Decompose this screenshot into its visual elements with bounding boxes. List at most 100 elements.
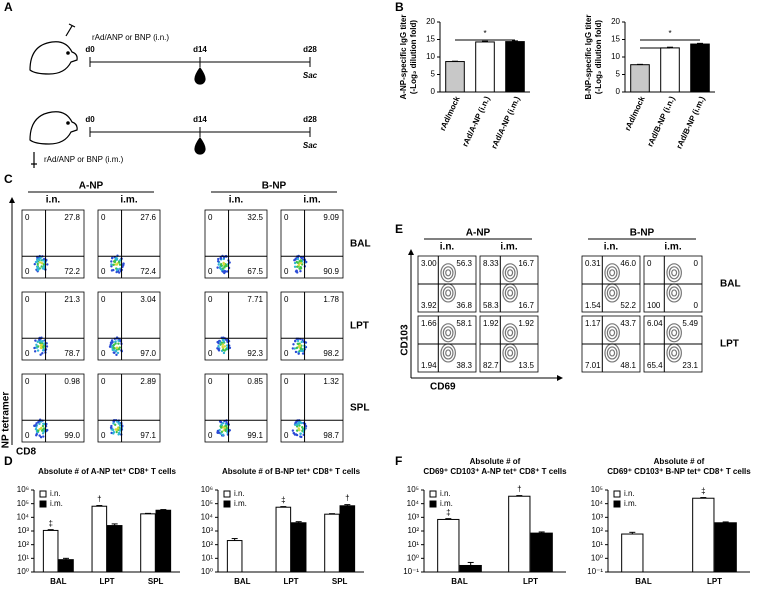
quadrant-value: 0: [208, 377, 213, 386]
event-dot: [223, 426, 227, 430]
event-dot: [110, 426, 113, 429]
quadrant-value: 0: [284, 349, 289, 358]
flow-plot: [97, 373, 161, 443]
quadrant-value: 0: [25, 431, 30, 440]
contour: [504, 326, 516, 340]
y-tick-label: 10⁰: [591, 553, 603, 562]
event-dot: [42, 345, 45, 349]
day-label: d28: [303, 45, 317, 54]
day-label: d28: [303, 115, 317, 124]
event-dot: [39, 344, 43, 347]
event-dot: [221, 433, 225, 436]
y-tick-label: 10²: [407, 526, 419, 535]
y-tick-label: 20: [426, 17, 435, 26]
event-dot: [299, 432, 302, 435]
flow-plot: [280, 373, 344, 443]
bar: [714, 522, 737, 573]
y-tick-label: 0: [616, 87, 621, 96]
event-dot: [110, 263, 113, 266]
event-dot: [117, 433, 120, 436]
contour: [442, 266, 454, 280]
bar: [459, 564, 482, 573]
quadrant-value: 90.9: [323, 267, 339, 276]
event-dot: [112, 432, 115, 435]
event-dot: [226, 344, 229, 347]
quadrant-value: 100: [647, 301, 661, 310]
event-dot: [295, 429, 299, 432]
panel-label: F: [395, 454, 402, 468]
bar: [91, 505, 108, 573]
event-dot: [45, 342, 48, 345]
event-dot: [37, 268, 40, 271]
event-dot: [221, 422, 225, 425]
event-dot: [42, 263, 46, 266]
flow-plot: [280, 209, 344, 279]
y-tick-label: 10¹: [17, 553, 29, 562]
y-tick-label: 0: [431, 87, 436, 96]
day-label: d0: [85, 45, 95, 54]
event-dot: [35, 432, 38, 436]
event-dot: [298, 267, 301, 270]
contour: [507, 329, 514, 337]
bar: [226, 540, 243, 573]
event-dot: [38, 258, 41, 262]
row-label: SPL: [350, 403, 369, 414]
quadrant-value: 0: [694, 259, 699, 268]
y-tick-label: 10⁵: [17, 499, 29, 508]
bar: [140, 513, 156, 573]
route-header: i.n.: [46, 195, 61, 206]
quadrant-value: 56.3: [456, 259, 472, 268]
quadrant-value: 3.04: [140, 295, 156, 304]
quadrant-value: 0: [101, 377, 106, 386]
legend-label: i.m.: [50, 499, 63, 508]
row-label: BAL: [720, 279, 741, 290]
bar: [660, 47, 680, 93]
event-dot: [110, 424, 113, 428]
event-dot: [228, 346, 232, 350]
event-dot: [118, 271, 121, 274]
event-dot: [219, 267, 223, 271]
event-dot: [228, 261, 231, 264]
event-dot: [117, 422, 120, 425]
quadrant-value: 1.94: [421, 361, 437, 370]
y-axis-label: A-NP-specific IgG titer: [399, 15, 408, 100]
contour: [442, 326, 454, 340]
quadrant-value: 3.92: [421, 301, 437, 310]
event-dot: [118, 424, 122, 427]
quadrant-value: 0: [647, 259, 652, 268]
event-dot: [118, 263, 122, 266]
event-dot: [299, 269, 302, 273]
event-dot: [216, 266, 219, 269]
legend-swatch: [223, 490, 231, 498]
event-dot: [225, 348, 228, 351]
event-dot: [299, 256, 303, 259]
quadrant-value: 1.66: [421, 319, 437, 328]
event-dot: [33, 350, 37, 353]
legend-swatch: [429, 490, 437, 498]
quadrant-value: 0: [101, 349, 106, 358]
contour: [440, 263, 456, 283]
contour: [668, 346, 680, 360]
quadrant-value: 0: [694, 301, 699, 310]
event-dot: [33, 262, 36, 266]
y-tick-label: 10³: [17, 526, 29, 535]
row-label: LPT: [720, 339, 739, 350]
contour: [440, 323, 456, 343]
quadrant-value: 5.49: [682, 319, 698, 328]
quadrant-value: 97.1: [140, 431, 156, 440]
contour: [445, 269, 452, 277]
event-dot: [218, 341, 222, 344]
bar: [155, 509, 172, 573]
endpoint-label: Sac: [303, 71, 318, 80]
event-dot: [116, 427, 120, 430]
event-dot: [221, 270, 224, 273]
event-dot: [117, 348, 121, 351]
bar: [339, 505, 356, 573]
contour: [604, 263, 620, 283]
quadrant-value: 0: [284, 377, 289, 386]
quadrant-value: 0: [208, 213, 213, 222]
y-tick-label: 10⁻¹: [587, 567, 603, 576]
quadrant-value: 58.1: [456, 319, 472, 328]
mouse-eye: [66, 51, 70, 55]
flow-plot: [97, 209, 161, 279]
